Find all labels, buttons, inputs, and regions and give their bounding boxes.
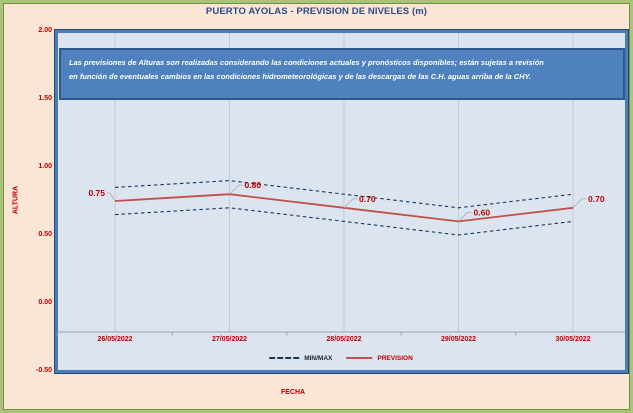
- x-label-27-05-2022: 27/05/2022: [211, 336, 248, 343]
- x-label-29-05-2022: 29/05/2022: [440, 336, 477, 343]
- data-label: 0.80: [245, 180, 262, 190]
- disclaimer-line-1: Las previsiones de Alturas son realizada…: [69, 58, 544, 67]
- x-label-26-05-2022: 26/05/2022: [97, 336, 133, 343]
- y-tick--0.50: -0.50: [36, 367, 52, 374]
- y-axis-title: ALTURA: [12, 185, 20, 215]
- label-leader-line: [458, 211, 472, 222]
- label-leader-line: [343, 198, 357, 209]
- chart-legend: MIN/MAX PREVISION: [269, 352, 413, 364]
- disclaimer-box: Las previsiones de Alturas son realizada…: [59, 48, 625, 100]
- label-leader-line: [107, 192, 116, 202]
- disclaimer-line-2: en función de eventuales cambios en las …: [69, 72, 531, 81]
- data-label: 0.60: [474, 207, 491, 217]
- minmax-dashed-line-swatch: [269, 357, 300, 359]
- data-label: 0.75: [88, 188, 105, 198]
- chart-title: PUERTO AYOLAS - PREVISION DE NIVELES (m): [205, 6, 428, 17]
- label-leader-line: [572, 198, 586, 209]
- legend-label-prevision: PREVISION: [377, 354, 413, 362]
- data-label: 0.70: [359, 194, 376, 204]
- min-line: [114, 207, 574, 236]
- label-leader-line: [229, 184, 243, 195]
- y-tick-1.00: 1.00: [38, 163, 52, 170]
- y-tick-2.00: 2.00: [38, 27, 52, 34]
- x-label-30-05-2022: 30/05/2022: [555, 336, 591, 343]
- prevision-solid-line-swatch: [346, 357, 373, 359]
- y-tick-0.50: 0.50: [38, 231, 52, 238]
- x-axis-title: FECHA: [280, 389, 306, 396]
- x-label-28-05-2022: 28/05/2022: [326, 336, 362, 343]
- data-label: 0.70: [588, 194, 605, 204]
- y-tick-1.50: 1.50: [38, 95, 52, 102]
- legend-item-minmax: MIN/MAX: [269, 355, 332, 362]
- max-line: [114, 180, 574, 209]
- y-tick-0.00: 0.00: [38, 299, 52, 306]
- legend-item-prevision: PREVISION: [346, 354, 413, 362]
- legend-label-minmax: MIN/MAX: [304, 354, 333, 362]
